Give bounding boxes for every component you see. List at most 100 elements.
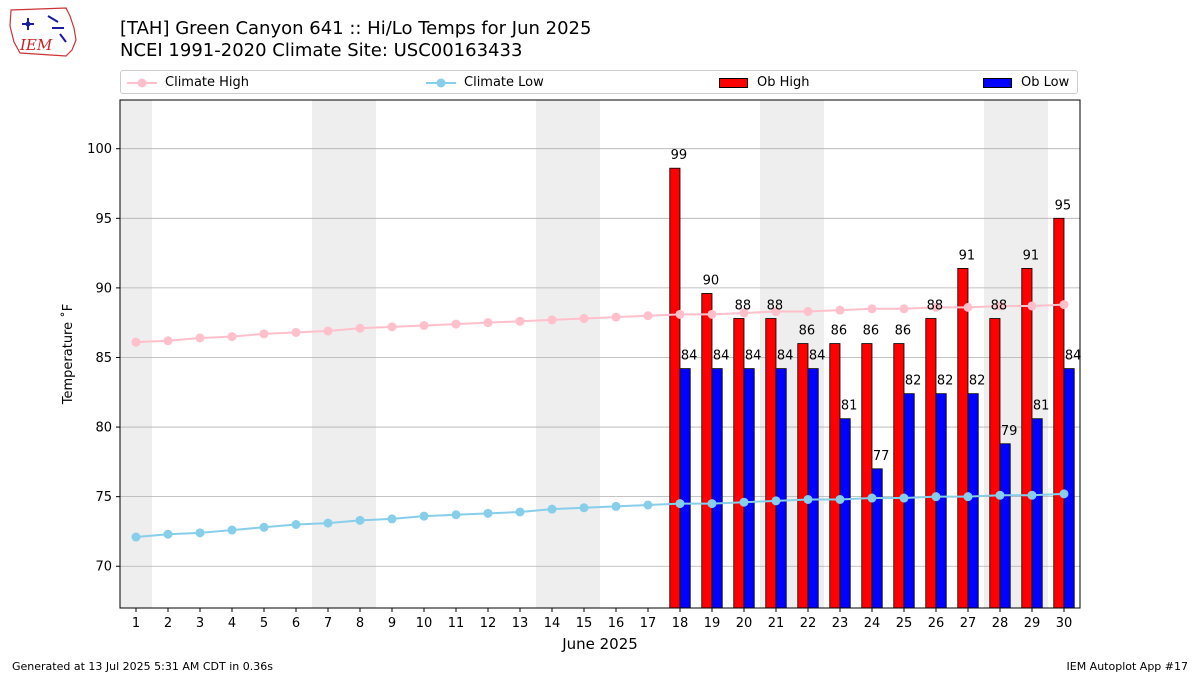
ob-high-label-26: 88 <box>927 299 944 314</box>
climate-low-point-19 <box>707 499 717 509</box>
climate-high-point-23 <box>835 305 845 315</box>
climate-low-point-27 <box>963 492 973 502</box>
shaded-band-0 <box>120 100 152 608</box>
ob-high-label-28: 88 <box>991 299 1008 314</box>
climate-low-point-21 <box>771 496 781 506</box>
climate-low-point-23 <box>835 494 845 504</box>
climate-high-point-15 <box>579 314 589 324</box>
ob-high-bar-19 <box>701 293 713 609</box>
y-axis-label: Temperature ˚F <box>60 304 76 405</box>
x-tick-label-18: 18 <box>672 616 689 631</box>
x-tick-label-3: 3 <box>196 616 204 631</box>
legend-ob-low-swatch <box>983 78 1012 88</box>
climate-high-point-1 <box>131 337 141 347</box>
climate-high-point-29 <box>1027 301 1037 311</box>
y-tick-label-75: 75 <box>95 490 112 505</box>
ob-high-bar-18 <box>669 167 681 609</box>
ob-high-bar-22 <box>797 343 809 609</box>
ob-high-bar-24 <box>861 343 873 609</box>
plot-frame <box>119 99 1081 609</box>
climate-low-point-28 <box>995 490 1005 500</box>
climate-high-point-22 <box>803 307 813 317</box>
autoplot-app-label: IEM Autoplot App #17 <box>1066 660 1189 673</box>
y-tick-label-80: 80 <box>95 421 112 436</box>
climate-high-point-4 <box>227 332 237 342</box>
ob-low-label-19: 84 <box>713 349 730 364</box>
climate-low-point-26 <box>931 492 941 502</box>
x-tick-label-25: 25 <box>896 616 913 631</box>
chart-title: [TAH] Green Canyon 641 :: Hi/Lo Temps fo… <box>120 18 591 62</box>
logo-text: IEM <box>19 36 53 54</box>
climate-low-point-3 <box>195 528 205 538</box>
ob-high-bar-26 <box>925 318 937 609</box>
ob-high-label-30: 95 <box>1055 198 1072 213</box>
x-tick-label-4: 4 <box>228 616 236 631</box>
x-tick-label-7: 7 <box>324 616 332 631</box>
climate-high-point-12 <box>483 318 493 328</box>
climate-high-point-16 <box>611 312 621 322</box>
climate-low-line <box>135 492 1065 539</box>
climate-low-point-5 <box>259 522 269 532</box>
x-axis-label: June 2025 <box>561 635 638 653</box>
legend-ob-low: Ob Low <box>983 74 1069 92</box>
ob-high-label-23: 86 <box>831 324 848 339</box>
legend-ob-low-label: Ob Low <box>1021 75 1070 90</box>
x-tick-label-8: 8 <box>356 616 364 631</box>
climate-high-point-19 <box>707 309 717 319</box>
x-tick-label-22: 22 <box>800 616 817 631</box>
ob-high-bar-30 <box>1053 217 1065 609</box>
climate-high-point-20 <box>739 308 749 318</box>
y-tick-label-90: 90 <box>95 281 112 296</box>
x-tick-label-24: 24 <box>864 616 881 631</box>
shaded-band-1 <box>312 100 376 608</box>
x-tick-label-26: 26 <box>928 616 945 631</box>
ob-low-bar-19 <box>711 368 723 609</box>
ob-high-bar-21 <box>765 318 777 609</box>
x-tick-label-27: 27 <box>960 616 977 631</box>
ob-high-bar-25 <box>893 343 905 609</box>
ob-high-bar-27 <box>957 268 969 609</box>
ob-high-bar-23 <box>829 343 841 609</box>
climate-high-line <box>135 303 1065 344</box>
climate-high-point-13 <box>515 316 525 326</box>
x-tick-label-11: 11 <box>448 616 465 631</box>
ob-low-bar-29 <box>1031 418 1043 609</box>
climate-low-point-30 <box>1059 489 1069 499</box>
x-tick-label-29: 29 <box>1024 616 1041 631</box>
legend-ob-high-label: Ob High <box>757 75 810 90</box>
climate-high-point-24 <box>867 304 877 314</box>
climate-low-point-11 <box>451 510 461 520</box>
ob-low-label-22: 84 <box>809 349 826 364</box>
ob-low-bar-20 <box>743 368 755 609</box>
x-tick-label-10: 10 <box>416 616 433 631</box>
x-tick-label-14: 14 <box>544 616 561 631</box>
y-tick-label-70: 70 <box>95 560 112 575</box>
x-tick-label-2: 2 <box>164 616 172 631</box>
ob-high-label-25: 86 <box>895 324 912 339</box>
climate-low-point-14 <box>547 504 557 514</box>
climate-low-point-29 <box>1027 490 1037 500</box>
ob-high-label-20: 88 <box>735 299 752 314</box>
x-tick-label-12: 12 <box>480 616 497 631</box>
ob-low-bar-18 <box>679 368 691 609</box>
climate-high-point-10 <box>419 320 429 330</box>
ob-low-label-26: 82 <box>937 374 954 389</box>
climate-low-point-25 <box>899 493 909 503</box>
ob-low-label-29: 81 <box>1033 399 1050 414</box>
climate-high-point-14 <box>547 315 557 325</box>
x-tick-label-5: 5 <box>260 616 268 631</box>
legend-ob-high-swatch <box>719 78 748 88</box>
climate-low-point-9 <box>387 514 397 524</box>
climate-high-point-5 <box>259 329 269 339</box>
x-tick-label-1: 1 <box>132 616 140 631</box>
ob-high-bar-28 <box>989 318 1001 609</box>
legend-climate-high-marker <box>127 78 157 88</box>
climate-low-point-4 <box>227 525 237 535</box>
ob-low-label-28: 79 <box>1001 424 1018 439</box>
ob-high-bar-29 <box>1021 268 1033 609</box>
x-tick-label-17: 17 <box>640 616 657 631</box>
climate-high-point-25 <box>899 304 909 314</box>
climate-low-point-6 <box>291 519 301 529</box>
climate-high-point-28 <box>995 301 1005 311</box>
